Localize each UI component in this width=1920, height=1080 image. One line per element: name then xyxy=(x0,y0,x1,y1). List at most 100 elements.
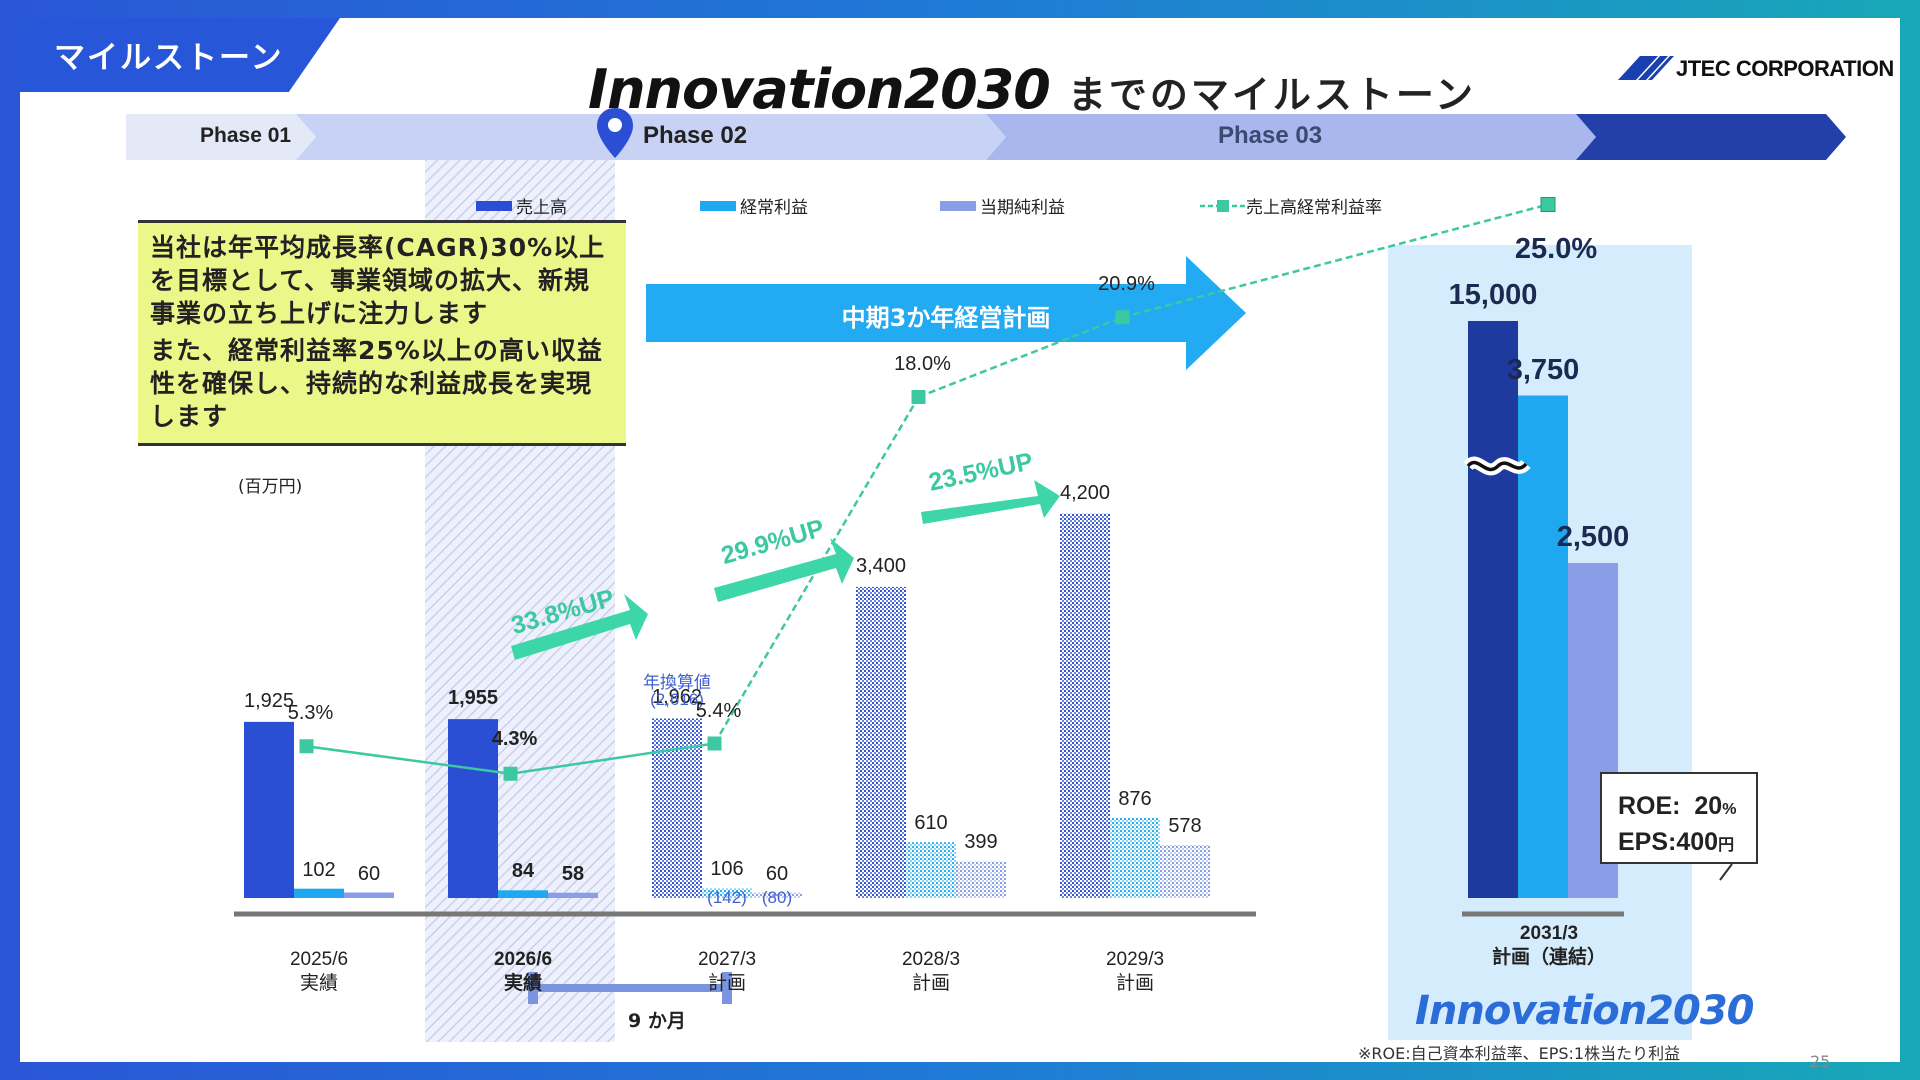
legend-margin: 売上高経常利益率 xyxy=(1246,198,1382,218)
x-tick-line: 2025/6 xyxy=(289,949,349,970)
x-tick-line: 2027/3 xyxy=(697,949,757,970)
section-tab: マイルストーン xyxy=(20,18,340,92)
legend-sales: 売上高 xyxy=(516,198,567,218)
annualized-net: (80) xyxy=(761,888,793,907)
bar-ordinary-2 xyxy=(702,888,752,898)
legend-ordinary: 経常利益 xyxy=(740,198,808,218)
bar-sales-0 xyxy=(244,721,294,898)
bar-net-4 xyxy=(1160,845,1210,898)
margin-marker-5 xyxy=(1540,197,1556,212)
legend-swatch-margin xyxy=(1200,200,1246,212)
legend-swatch-sales xyxy=(476,201,512,211)
summary-box: 当社は年平均成長率(CAGR)30%以上を目標として、事業領域の拡大、新規事業の… xyxy=(138,220,626,446)
margin-marker-1 xyxy=(503,766,518,781)
page-number: 25 xyxy=(1810,1052,1831,1071)
value-ordinary-5: 3,750 xyxy=(1506,353,1580,386)
value-sales-2: 1,962 xyxy=(651,686,703,709)
margin-line-segment xyxy=(306,745,511,775)
value-net-2: 60 xyxy=(765,862,789,885)
x-tick-line: 2031/3 xyxy=(1519,923,1579,944)
bar-ordinary-5 xyxy=(1518,395,1568,898)
value-sales-1: 1,955 xyxy=(447,687,499,710)
value-net-0: 60 xyxy=(357,862,381,885)
margin-marker-3 xyxy=(911,390,926,404)
axis-break-icon xyxy=(1463,456,1531,476)
unit-label: (百万円) xyxy=(238,477,303,497)
chart-area xyxy=(234,197,1733,1004)
annualized-ordinary: (142) xyxy=(707,888,747,907)
legend-net: 当期純利益 xyxy=(980,198,1065,218)
phase-03-label: Phase 03 xyxy=(1218,122,1323,149)
eps-label: EPS: xyxy=(1618,828,1677,856)
bar-net-3 xyxy=(956,861,1006,898)
bar-sales-4 xyxy=(1060,513,1110,898)
phase-01-band xyxy=(126,114,316,160)
value-ordinary-4: 876 xyxy=(1118,787,1152,810)
roe-label: ROE: xyxy=(1618,792,1681,820)
x-tick-label-0: 2025/6 実績 xyxy=(290,948,348,996)
bar-sales-1 xyxy=(448,719,498,898)
phase-02-label: Phase 02 xyxy=(643,122,748,149)
phase-future-band xyxy=(1576,114,1846,160)
page-title: Innovation2030 までのマイルストーン xyxy=(588,58,1476,128)
growth-arrow-2 xyxy=(714,538,854,602)
growth-arrow-3 xyxy=(921,480,1060,524)
nine-months-label: 9 か月 xyxy=(628,1010,686,1032)
bar-ordinary-3 xyxy=(906,842,956,898)
bar-ordinary-1 xyxy=(498,890,548,898)
phase-02-band xyxy=(296,114,1006,160)
x-tick-label-4: 2029/3 計画 xyxy=(1106,948,1164,996)
value-sales-3: 3,400 xyxy=(855,554,907,577)
phase-ribbon xyxy=(126,114,1846,160)
bar-sales-5 xyxy=(1468,321,1518,898)
x-tick-line: 計画（連結） xyxy=(1491,947,1607,968)
value-margin-4: 20.9% xyxy=(1098,273,1155,296)
summary-paragraph-2: また、経常利益率25%以上の高い収益性を確保し、持続的な利益成長を実現します xyxy=(150,336,603,431)
mid-term-plan-arrow xyxy=(646,256,1246,370)
summary-paragraph-1: 当社は年平均成長率(CAGR)30%以上を目標として、事業領域の拡大、新規事業の… xyxy=(150,233,606,328)
value-net-4: 578 xyxy=(1168,815,1202,838)
margin-line-segment xyxy=(1122,203,1549,319)
x-tick-line: 2028/3 xyxy=(901,949,961,970)
margin-marker-4 xyxy=(1115,310,1130,325)
company-logo: JTEC CORPORATION xyxy=(1618,52,1898,88)
x-tick-line: 実績 xyxy=(299,973,338,994)
bar-ordinary-0 xyxy=(294,888,344,898)
bar-net-0 xyxy=(344,892,394,898)
value-margin-3: 18.0% xyxy=(894,353,951,375)
value-net-1: 58 xyxy=(561,862,585,885)
roe-box-pointer xyxy=(1719,863,1733,881)
location-pin-icon xyxy=(597,108,633,158)
x-tick-line: 計画 xyxy=(1115,973,1154,994)
footnote: ※ROE:自己資本利益率、EPS:1株当たり利益 xyxy=(1358,1044,1681,1063)
section-tab-label: マイルストーン xyxy=(54,40,284,76)
company-logo-icon xyxy=(1618,56,1674,80)
annualized-label: 年換算値 xyxy=(643,673,711,693)
roe-unit: % xyxy=(1722,801,1737,818)
value-ordinary-3: 610 xyxy=(914,812,948,835)
value-margin-5: 25.0% xyxy=(1514,232,1598,265)
value-sales-0: 1,925 xyxy=(243,689,295,712)
legend-swatch-ordinary xyxy=(700,201,736,211)
company-name: JTEC CORPORATION xyxy=(1676,56,1894,81)
eps-value: 400 xyxy=(1676,828,1719,856)
legend-swatch-net xyxy=(940,201,976,211)
value-margin-2: 5.4% xyxy=(695,699,742,722)
x-tick-line: 実績 xyxy=(503,973,542,994)
phase-03-band xyxy=(986,114,1596,160)
bar-ordinary-4 xyxy=(1110,817,1160,898)
bar-net-2 xyxy=(752,892,802,898)
bar-net-1 xyxy=(548,892,598,898)
roe-value: 20 xyxy=(1694,792,1723,820)
x-tick-label-5: 2031/3 計画（連結） xyxy=(1492,922,1606,970)
value-net-5: 2,500 xyxy=(1556,521,1630,553)
x-tick-line: 2029/3 xyxy=(1105,949,1165,970)
brand-logo: Innovation2030 xyxy=(1415,988,1754,1034)
margin-marker-0 xyxy=(299,739,314,754)
roe-eps-box: ROE: 20% EPS:400円 xyxy=(1600,772,1758,864)
x-tick-label-2: 2027/3 計画 xyxy=(698,948,756,996)
margin-line-segment xyxy=(510,742,715,775)
phase-01-label: Phase 01 xyxy=(200,124,292,147)
value-ordinary-0: 102 xyxy=(302,858,336,881)
